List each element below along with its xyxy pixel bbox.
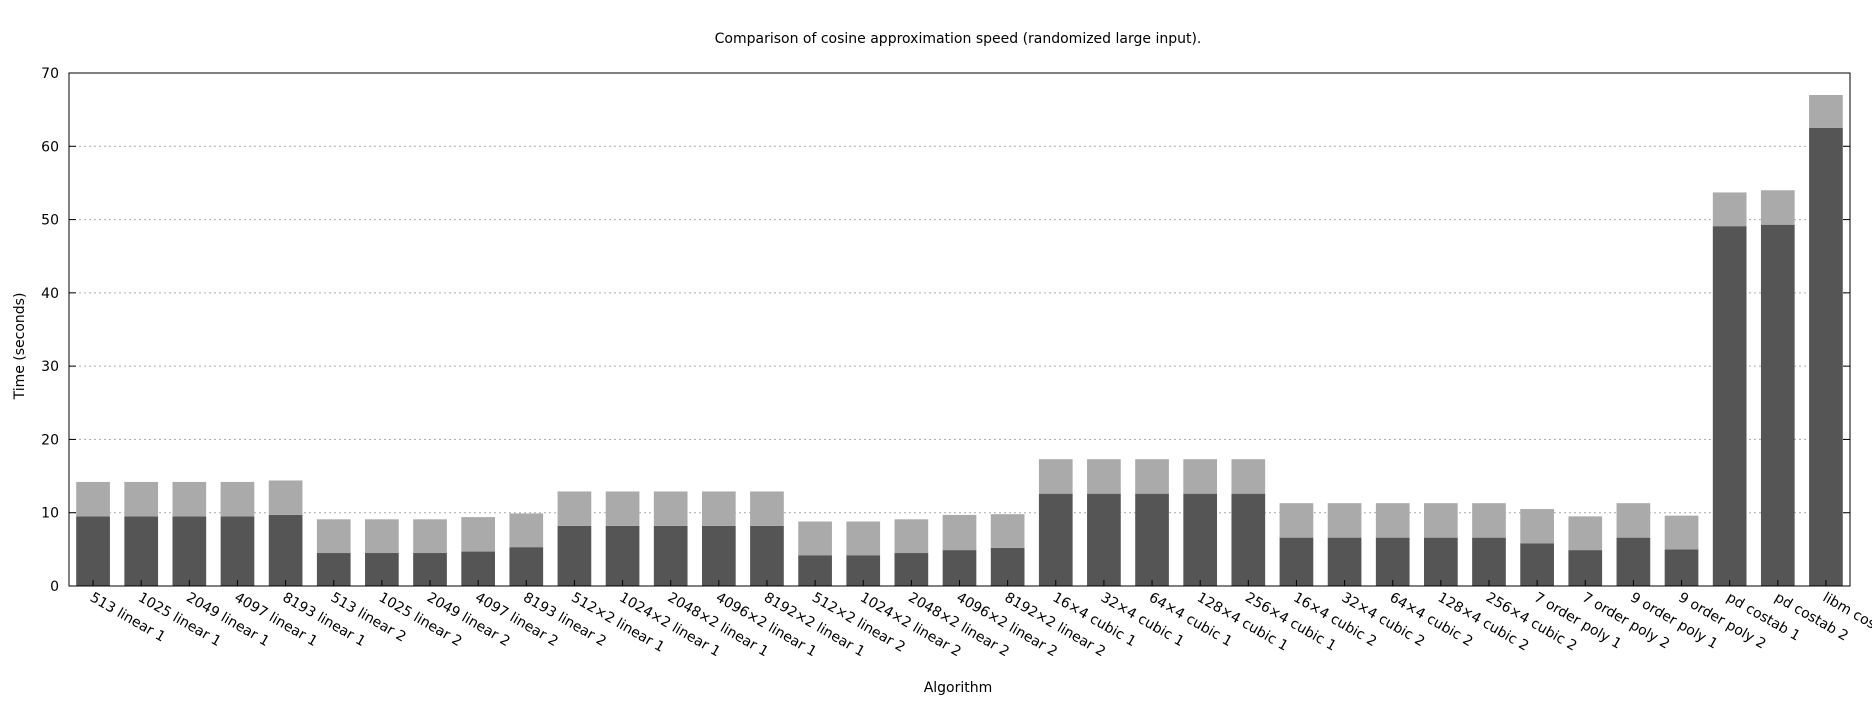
bar-upper [413,519,447,554]
bar-upper [1760,190,1795,225]
y-tick-label: 60 [41,139,59,155]
bar-lower [1809,127,1843,586]
bar-lower [1712,226,1747,586]
bar-lower [268,514,303,586]
bar-upper [894,519,929,554]
plot-frame [68,72,1851,587]
bar-upper [605,491,640,526]
bar-upper [750,491,784,526]
bar-upper [701,491,736,526]
bar-lower [1472,537,1506,586]
y-axis-label: Time (seconds) [12,293,28,401]
bar-lower [220,516,255,586]
bar-upper [220,481,255,517]
bar-upper [1568,516,1603,551]
bar-lower [76,516,110,586]
bar-lower [1135,493,1169,586]
bar-upper [124,481,159,517]
y-tick-label: 30 [41,359,59,375]
chart-title: Comparison of cosine approximation speed… [715,31,1202,47]
bar-upper [316,519,351,554]
bar-upper [365,519,399,554]
bar-upper [846,521,881,556]
bar-upper [461,517,495,552]
bar-upper [1038,459,1073,494]
bar-lower [1760,224,1795,587]
y-tick-label: 50 [41,213,59,229]
bar-upper [509,513,544,548]
y-ticks: 0 10 20 30 40 50 60 70 [41,66,1850,595]
x-axis-label: Algorithm [924,680,993,696]
bar-lower [1375,537,1410,586]
bar-lower [653,525,688,586]
bar-lower [1038,493,1073,586]
bar-upper [1279,503,1314,538]
bar-upper [1231,459,1266,494]
bar-upper [172,481,207,517]
bar-lower [124,516,159,586]
bar-lower [172,516,207,586]
bar-lower [1327,537,1362,586]
bar-lower [701,525,736,586]
bar-upper [1712,192,1747,227]
bar-lower [605,525,640,586]
bar-lower [1664,549,1699,586]
bar-upper [1472,503,1506,538]
bar-upper [1424,503,1458,538]
bar-upper [990,514,1025,548]
bar-upper [557,491,592,526]
y-tick-label: 20 [41,432,59,448]
bar-upper [942,514,977,551]
grid-lines [69,145,1850,514]
y-tick-label: 70 [41,66,59,82]
bar-upper [798,521,832,556]
bar-upper [76,481,110,517]
bar-lower [557,525,592,586]
bar-lower [990,547,1025,586]
bar-upper [1375,503,1410,538]
bar-upper [1809,94,1843,128]
bar-lower [750,525,784,586]
bar-upper [1087,459,1121,494]
bar-lower [1087,493,1121,586]
bar-upper [1183,459,1218,494]
y-tick-label: 10 [41,506,59,522]
bar-upper [1520,509,1554,544]
bar-upper [268,480,303,515]
bar-upper [1327,503,1362,538]
bar-lower [1616,537,1651,586]
bar-lower [1183,493,1218,586]
bar-upper [1664,515,1699,550]
bar-lower [509,547,544,586]
bar-upper [653,491,688,526]
bar-lower [1231,493,1266,586]
bars [76,94,1843,587]
bar-lower [1520,543,1554,586]
bar-lower [1424,537,1458,586]
bar-upper [1616,503,1651,538]
bar-upper [1135,459,1169,494]
bar-lower [1279,537,1314,586]
y-tick-label: 40 [41,286,59,302]
y-tick-label: 0 [50,579,59,595]
